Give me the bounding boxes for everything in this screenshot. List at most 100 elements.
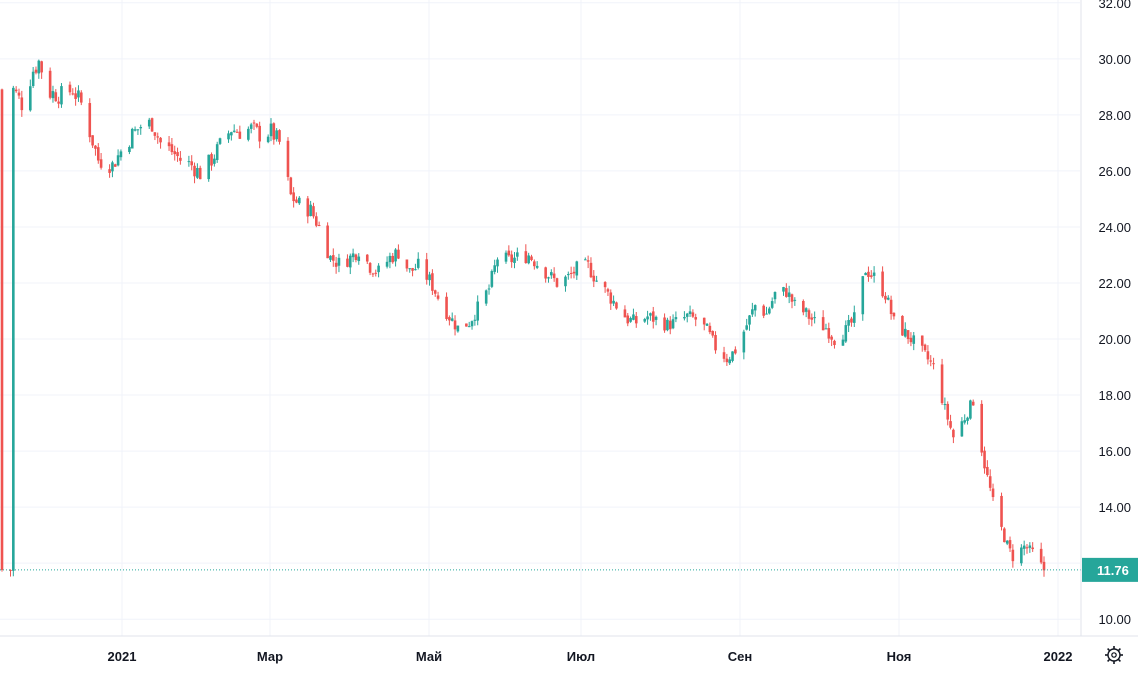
candle-body <box>923 344 927 351</box>
candle <box>57 96 60 109</box>
candle <box>128 145 131 155</box>
candle-body <box>57 101 60 104</box>
candle <box>535 261 539 270</box>
candle-body <box>1042 561 1046 571</box>
candle-body <box>436 295 440 299</box>
candle <box>79 90 83 106</box>
candle-body <box>20 97 24 111</box>
candle <box>668 316 672 335</box>
candle-body <box>892 312 896 317</box>
candle <box>966 416 969 425</box>
candle-body <box>830 336 833 340</box>
candle <box>751 302 754 317</box>
candle <box>824 323 828 330</box>
candle-body <box>388 255 392 263</box>
candle <box>31 67 35 88</box>
candle <box>88 98 92 143</box>
candle-body <box>714 335 717 351</box>
candle-body <box>374 272 378 274</box>
candle-body <box>269 123 273 137</box>
candle-body <box>555 278 559 287</box>
candle-body <box>544 267 547 279</box>
candle-body <box>266 136 270 143</box>
candle <box>793 297 797 306</box>
candle <box>969 399 972 420</box>
candle-body <box>694 317 698 320</box>
candle <box>1005 539 1009 546</box>
candle-body <box>516 252 519 257</box>
candle-body <box>1008 540 1012 549</box>
candle-body <box>572 271 576 274</box>
candle <box>980 400 984 457</box>
candle-body <box>210 154 213 166</box>
candle-body <box>428 274 431 281</box>
candle-body <box>861 276 865 315</box>
candle <box>48 67 52 100</box>
candle-body <box>932 363 935 365</box>
candle <box>765 306 768 315</box>
candle <box>592 270 596 288</box>
candle <box>309 200 312 217</box>
candle <box>448 315 451 326</box>
candle-body <box>230 132 233 136</box>
candle <box>218 137 222 146</box>
candle <box>173 145 177 161</box>
candle-body <box>314 216 318 226</box>
candle <box>334 256 338 274</box>
candle <box>694 313 698 327</box>
candle-body <box>872 272 876 276</box>
candle-body <box>68 84 72 93</box>
candle <box>564 275 567 292</box>
candle <box>649 312 652 321</box>
candle <box>405 259 409 272</box>
candle-body <box>130 128 134 149</box>
candle <box>278 129 281 145</box>
gear-icon[interactable] <box>1105 646 1123 664</box>
candle-body <box>351 253 355 258</box>
candle <box>861 275 865 321</box>
candle <box>603 281 607 293</box>
candle <box>394 248 397 267</box>
candle <box>527 252 530 265</box>
candle-body <box>960 421 964 437</box>
candle <box>91 135 94 148</box>
candle-body <box>79 92 83 103</box>
candle <box>286 137 290 181</box>
price-axis[interactable]: 10.0012.0014.0016.0018.0020.0022.0024.00… <box>1098 0 1131 627</box>
candle <box>940 358 944 406</box>
candle <box>785 283 788 298</box>
candle <box>674 311 678 323</box>
candle-body <box>909 337 913 343</box>
time-tick-label: Мар <box>257 649 283 664</box>
candle <box>473 314 477 326</box>
candle-body <box>583 259 587 261</box>
candle <box>493 259 496 275</box>
candle-body <box>986 466 989 476</box>
candle <box>748 314 751 331</box>
price-tick-label: 18.00 <box>1098 388 1131 403</box>
candle-body <box>793 299 797 301</box>
candle-body <box>547 277 550 279</box>
candle <box>1025 543 1029 554</box>
candle <box>238 125 242 140</box>
candle <box>702 317 706 331</box>
candle <box>130 127 134 149</box>
time-tick-label: Май <box>416 649 442 664</box>
candle <box>960 417 964 437</box>
candle-body <box>249 124 253 129</box>
candle-body <box>156 136 160 138</box>
time-axis[interactable]: 2021 Мар Май Июл Сен Ноя 2022 <box>108 649 1073 664</box>
candle-body <box>668 320 672 330</box>
candle <box>179 151 182 165</box>
candle <box>255 123 259 129</box>
candle <box>533 259 536 270</box>
candle <box>864 272 867 276</box>
candle-body <box>153 132 157 136</box>
candle-body <box>1000 495 1003 527</box>
candle-body <box>833 340 836 346</box>
candle-body <box>9 569 12 571</box>
candle-body <box>869 275 873 277</box>
candle <box>94 145 97 156</box>
